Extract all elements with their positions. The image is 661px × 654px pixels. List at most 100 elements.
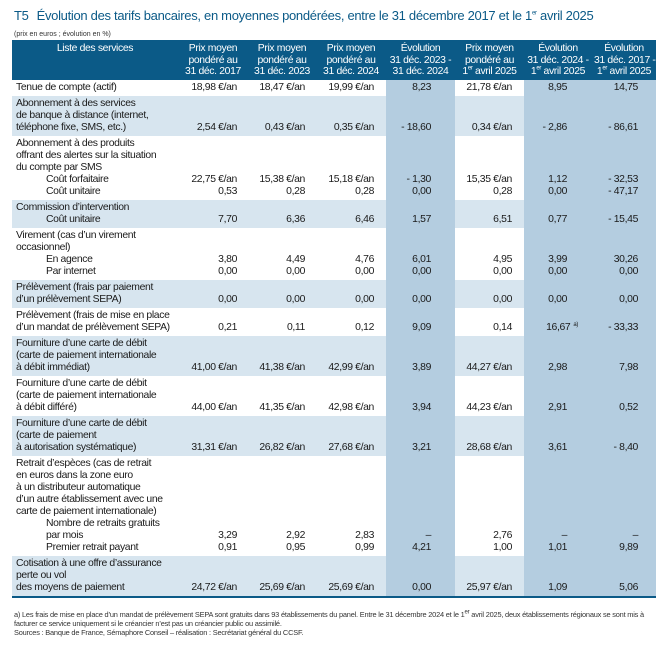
value: 3,89 <box>412 362 431 373</box>
value-cell: 0,00 <box>386 280 455 308</box>
value: 0,14 <box>493 322 512 333</box>
value: 2,92 <box>286 530 305 541</box>
service-title-line: (carte de paiement <box>16 430 97 441</box>
header-line: Évolution <box>400 43 441 54</box>
table-title: T5 Évolution des tarifs bancaires, en moy… <box>14 8 594 23</box>
value-cell: 15,18 €/an 0,28 <box>316 136 386 200</box>
value: 3,80 <box>218 254 237 265</box>
value: 0,00 <box>412 582 431 593</box>
header-line: 1er avril 2025 <box>596 65 652 77</box>
value: 0,00 <box>619 266 638 277</box>
value: - 86,61 <box>608 122 638 133</box>
service-label: Fourniture d’une carte de débit (carte de… <box>12 336 178 376</box>
value-cell: 0,00 <box>592 280 656 308</box>
value-cell: - 1,30 0,00 <box>386 136 455 200</box>
value: 4,76 <box>355 254 374 265</box>
service-title-line: Retrait d’espèces (cas de retrait <box>16 458 152 469</box>
value-cell: 3,89 <box>386 336 455 376</box>
value: 0,28 <box>286 186 305 197</box>
service-title-line: d’un prélèvement SEPA) <box>16 294 122 305</box>
header-line: Prix moyen <box>257 43 307 54</box>
value-cell: 1,12 0,00 <box>524 136 592 200</box>
value-cell: 3,99 0,00 <box>524 228 592 280</box>
value-cell: - 33,33 <box>592 308 656 336</box>
value: 2,54 €/an <box>196 122 238 133</box>
service-title-line: Cotisation à une offre d’assurance <box>16 558 162 569</box>
service-label: Abonnement à des services de banque à dis… <box>12 96 178 136</box>
value: 0,34 €/an <box>471 122 513 133</box>
value: 18,98 €/an <box>191 82 237 93</box>
column-header: Liste des services <box>12 40 178 80</box>
service-title-line: Abonnement à des services <box>16 98 136 109</box>
tariffs-table: Liste des services Prix moyen pondéré au 31… <box>12 40 656 598</box>
header-line: 1er avril 2025 <box>530 65 586 77</box>
header-line: pondéré au <box>326 54 376 66</box>
header-line: Prix moyen <box>465 43 514 54</box>
header-line: pondéré au <box>188 54 238 66</box>
unit-note: (prix en euros ; évolution en %) <box>14 31 111 38</box>
service-title-line: Tenue de compte (actif) <box>16 82 117 93</box>
value: 42,98 €/an <box>328 402 374 413</box>
value: 3,94 <box>412 402 431 413</box>
table-row: Prélèvement (frais de mise en place d’un … <box>12 308 656 336</box>
value-cell: 42,98 €/an <box>316 376 386 416</box>
value-cell: 22,75 €/an 0,53 <box>178 136 248 200</box>
service-title-line: à débit immédiat) <box>16 362 90 373</box>
service-title-line: des moyens de paiement <box>16 582 125 593</box>
value-cell: 3,94 <box>386 376 455 416</box>
header-line: Prix moyen <box>188 43 238 54</box>
blank-line <box>248 518 305 530</box>
value-cell: 19,99 €/an <box>316 80 386 96</box>
value: 26,82 €/an <box>259 442 305 453</box>
table-row: Commission d’intervention Coût unitaire 7,… <box>12 200 656 228</box>
sources-note: Sources : Banque de France, Sémaphore Co… <box>14 628 304 637</box>
service-title-line: Commission d’intervention <box>16 202 130 213</box>
value-cell: 6,36 <box>248 200 316 228</box>
value-cell: 0,00 <box>178 280 248 308</box>
value: - 33,33 <box>608 322 638 333</box>
header-line: Prix moyen <box>326 43 376 54</box>
sub-item-label: Premier retrait payant <box>46 542 139 553</box>
column-header: Évolution 31 déc. 2017 -1er avril 2025 <box>592 40 656 80</box>
value: 3,29 <box>218 530 237 541</box>
footnote-a: a) Les frais de mise en place d’un manda… <box>14 609 644 628</box>
value: 2,91 <box>548 402 567 413</box>
value-cell: 6,01 0,00 <box>386 228 455 280</box>
sub-item-label: Coût forfaitaire <box>46 174 109 185</box>
table-number: T5 <box>14 8 29 23</box>
service-label: Abonnement à des produits offrant des ale… <box>12 136 178 200</box>
value-cell: 25,69 €/an <box>316 556 386 598</box>
value-cell: 0,11 <box>248 308 316 336</box>
value-cell: 41,35 €/an <box>248 376 316 416</box>
value-cell: 27,68 €/an <box>316 416 386 456</box>
header-line: Évolution <box>604 43 644 54</box>
value: 0,35 €/an <box>333 122 375 133</box>
value: 16,67 <box>546 322 571 333</box>
service-title-line: offrant des alertes sur la situation <box>16 150 157 161</box>
value: 42,99 €/an <box>328 362 374 373</box>
table-row: Prélèvement (frais par paiement d’un prél… <box>12 280 656 308</box>
value: 24,72 €/an <box>191 582 237 593</box>
value-cell: 4,49 0,00 <box>248 228 316 280</box>
service-title-line: (carte de paiement internationale <box>16 390 157 401</box>
value: 2,98 <box>548 362 567 373</box>
value-cell: 4,76 0,00 <box>316 228 386 280</box>
value: 4,95 <box>493 254 512 265</box>
table-row: Virement (cas d’un virement occasionnel) E… <box>12 228 656 280</box>
column-header: Prix moyen pondéré au 31 déc. 2023 <box>248 40 316 80</box>
value: 0,53 <box>218 186 237 197</box>
blank-line <box>524 518 567 530</box>
value-cell: - 86,61 <box>592 96 656 136</box>
value: 0,00 <box>493 266 512 277</box>
header-line: Liste des services <box>56 43 134 54</box>
value-cell: 0,77 <box>524 200 592 228</box>
service-label: Fourniture d’une carte de débit (carte de… <box>12 376 178 416</box>
header-line: 31 déc. 2023 <box>254 66 310 77</box>
value: 25,69 €/an <box>328 582 374 593</box>
value-cell: 44,27 €/an <box>455 336 524 376</box>
value: - 18,60 <box>401 122 431 133</box>
value-cell: 2,54 €/an <box>178 96 248 136</box>
table-row: Abonnement à des produits offrant des ale… <box>12 136 656 200</box>
value: 44,23 €/an <box>466 402 512 413</box>
value: 0,00 <box>493 294 512 305</box>
